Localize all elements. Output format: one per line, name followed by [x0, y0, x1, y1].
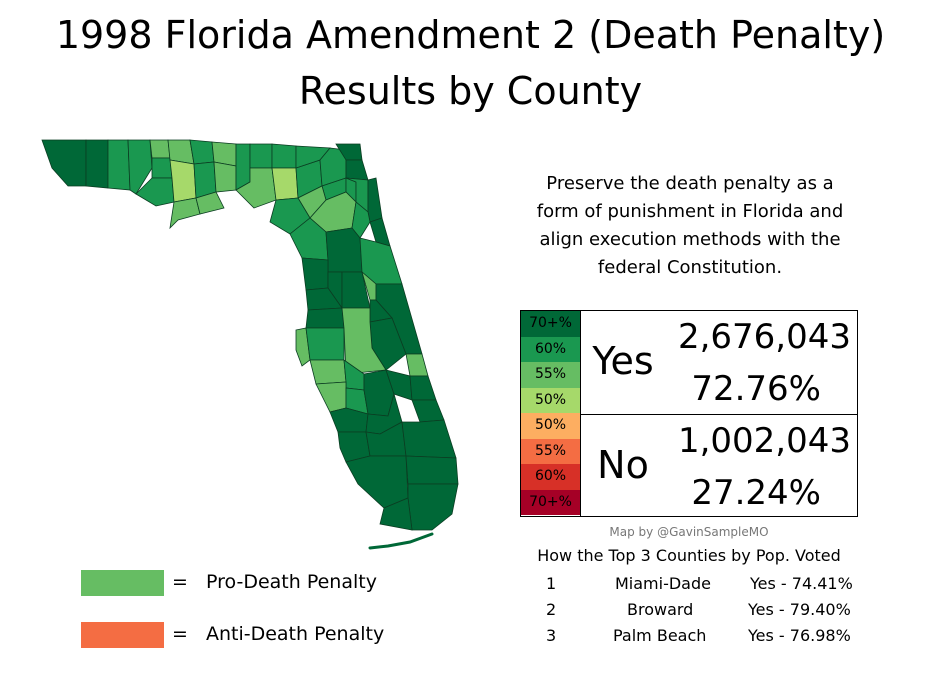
- no-label: No: [597, 443, 649, 487]
- county-result: Yes - 76.98%: [748, 626, 851, 645]
- top-county-row: 1 Miami-Dade Yes - 74.41%: [520, 574, 858, 598]
- scale-yes-55: 55%: [521, 362, 580, 388]
- top-county-row: 3 Palm Beach Yes - 76.98%: [520, 626, 858, 650]
- results-table: 70+% 60% 55% 50% 50% 55% 60% 70+% Yes 2,…: [520, 310, 858, 517]
- county-lafayette: [271, 167, 299, 201]
- description-line: federal Constitution.: [597, 257, 783, 278]
- north-east-region: [269, 143, 403, 285]
- legend-label-anti: Anti-Death Penalty: [205, 623, 385, 645]
- county-monroe: [379, 497, 413, 531]
- county-manatee: [309, 359, 347, 385]
- no-votes: 1,002,043: [677, 421, 851, 461]
- county-putnam: [351, 201, 371, 239]
- south-region: [315, 369, 459, 550]
- county-hillsborough: [305, 327, 345, 361]
- no-percent: 27.24%: [691, 473, 821, 513]
- scale-yes-70: 70+%: [521, 311, 580, 337]
- county-marion: [325, 227, 363, 273]
- scale-yes-60: 60%: [521, 336, 580, 362]
- legend-label-pro: Pro-Death Penalty: [205, 571, 377, 593]
- top-county-row: 2 Broward Yes - 79.40%: [520, 600, 858, 624]
- county-okaloosa: [107, 139, 131, 191]
- yes-percent: 72.76%: [691, 369, 821, 409]
- county-sarasota: [315, 381, 347, 413]
- florida-county-map: [41, 139, 459, 550]
- county-broward: [405, 455, 459, 485]
- county-washington: [151, 157, 173, 179]
- panhandle-region: [41, 139, 331, 230]
- legend-item-pro: = Pro-Death Penalty: [172, 571, 377, 593]
- county-rank: 2: [546, 600, 557, 619]
- county-gulf: [169, 197, 201, 230]
- county-escambia: [41, 139, 87, 187]
- map-title-line-1: 1998 Florida Amendment 2 (Death Penalty): [55, 13, 886, 57]
- county-result: Yes - 79.40%: [748, 600, 851, 619]
- legend-equals: =: [172, 571, 188, 593]
- county-citrus: [301, 257, 329, 291]
- county-rank: 1: [546, 574, 557, 593]
- florida-keys: [368, 532, 434, 550]
- county-martin: [411, 399, 445, 423]
- county-walton: [127, 139, 153, 195]
- scale-no-55: 55%: [521, 438, 580, 464]
- description-line: form of punishment in Florida and: [536, 201, 844, 222]
- county-name: Palm Beach: [613, 626, 707, 645]
- scale-no-70: 70+%: [521, 489, 580, 515]
- yes-label: Yes: [592, 339, 654, 383]
- top-counties-heading: How the Top 3 Counties by Pop. Voted: [537, 546, 841, 565]
- county-holmes: [149, 139, 171, 159]
- county-franklin: [195, 191, 225, 215]
- map-title-line-2: Results by County: [298, 69, 643, 113]
- county-name: Broward: [627, 600, 694, 619]
- yes-votes: 2,676,043: [677, 317, 851, 357]
- legend-item-anti: = Anti-Death Penalty: [172, 623, 384, 645]
- county-collier: [345, 455, 409, 509]
- legend-equals: =: [172, 623, 188, 645]
- county-result: Yes - 74.41%: [750, 574, 853, 593]
- legend-swatch-pro: [81, 570, 164, 596]
- county-madison: [249, 143, 273, 169]
- county-santa-rosa: [85, 139, 109, 189]
- amendment-description: Preserve the death penalty as a form of …: [505, 170, 875, 282]
- scale-yes-50: 50%: [521, 387, 580, 413]
- table-divider: [580, 414, 858, 415]
- central-region: [295, 257, 429, 391]
- county-polk: [341, 307, 387, 375]
- county-pinellas: [295, 327, 311, 367]
- county-name: Miami-Dade: [615, 574, 711, 593]
- county-miami-dade: [407, 483, 459, 531]
- county-st-lucie: [409, 375, 437, 401]
- description-line: Preserve the death penalty as a: [546, 173, 834, 194]
- county-pasco: [305, 307, 345, 329]
- county-wakulla: [213, 161, 237, 193]
- table-divider: [580, 311, 581, 516]
- scale-no-60: 60%: [521, 464, 580, 490]
- county-palm-beach: [401, 419, 457, 459]
- scale-no-50: 50%: [521, 413, 580, 439]
- county-rank: 3: [546, 626, 557, 645]
- legend-swatch-anti: [81, 622, 164, 648]
- county-hamilton: [271, 143, 297, 169]
- county-calhoun: [169, 159, 197, 203]
- county-indian-river: [405, 353, 429, 377]
- county-duval: [345, 159, 369, 181]
- county-st-johns: [367, 177, 383, 223]
- county-gadsden: [189, 139, 215, 165]
- description-line: align execution methods with the: [539, 229, 841, 250]
- map-credit: Map by @GavinSampleMO: [609, 525, 769, 539]
